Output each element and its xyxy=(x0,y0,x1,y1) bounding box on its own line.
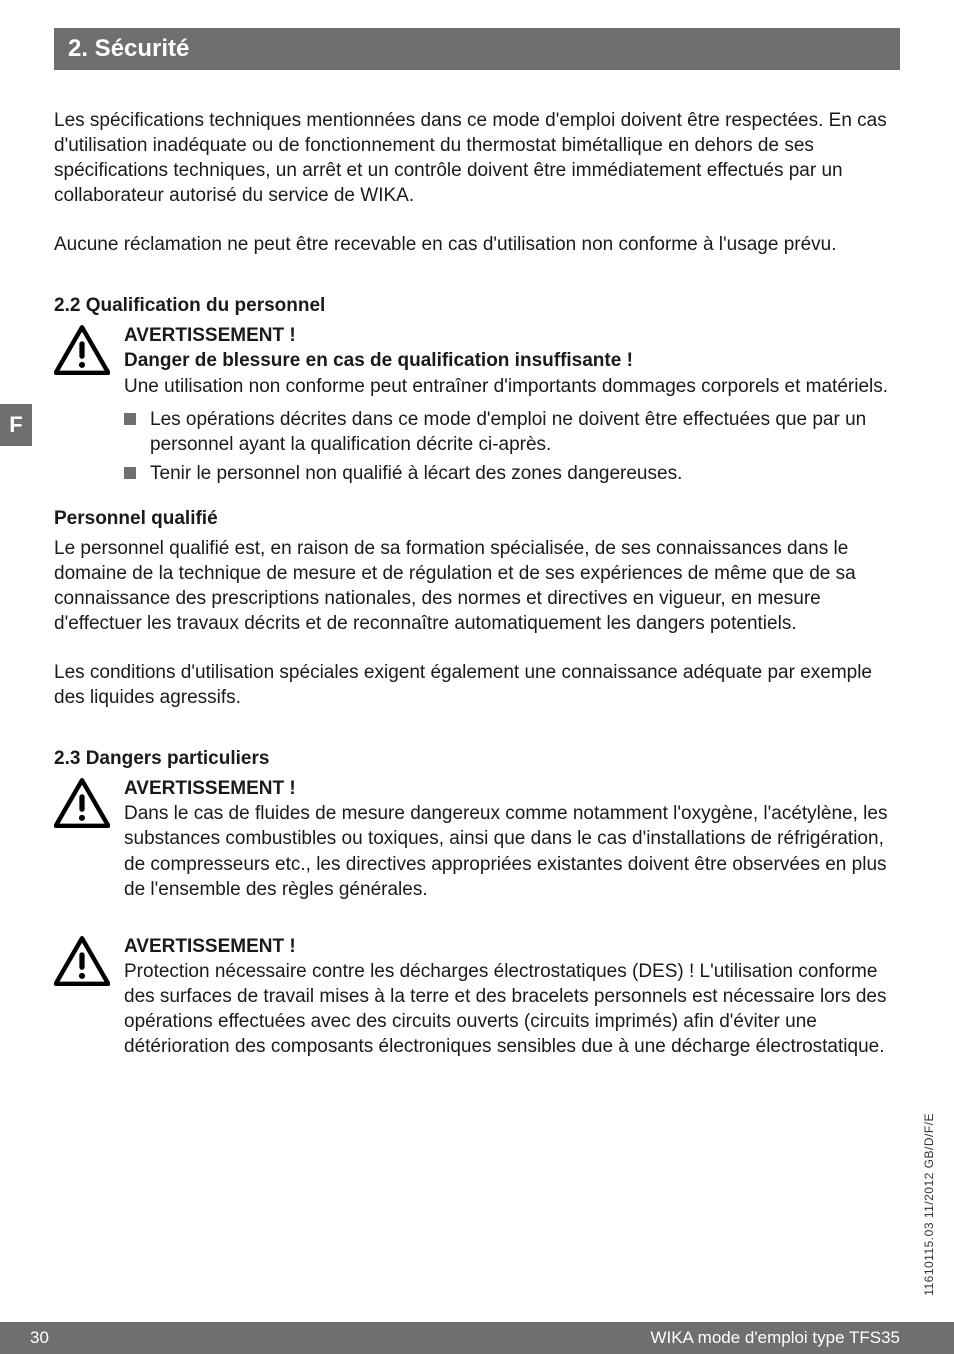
page-footer: 30 WIKA mode d'emploi type TFS35 xyxy=(0,1322,954,1354)
list-item: Tenir le personnel non qualifié à lécart… xyxy=(124,461,900,486)
section-title: 2. Sécurité xyxy=(68,35,189,62)
warning-subtitle: Danger de blessure en cas de qualificati… xyxy=(124,348,900,373)
list-item: Les opérations décrites dans ce mode d'e… xyxy=(124,407,900,457)
personnel-body-1: Le personnel qualifié est, en raison de … xyxy=(54,536,900,636)
warning-bullet-list: Les opérations décrites dans ce mode d'e… xyxy=(124,407,900,486)
page-content: 2. Sécurité Les spécifications technique… xyxy=(0,0,954,1059)
warning-icon xyxy=(54,936,110,986)
warning-title: AVERTISSEMENT ! xyxy=(124,323,900,348)
warning-title: AVERTISSEMENT ! xyxy=(124,776,900,801)
language-tab-label: F xyxy=(9,412,22,438)
warning-block-dangers-1: AVERTISSEMENT ! Dans le cas de fluides d… xyxy=(54,776,900,901)
footer-doc-ref: WIKA mode d'emploi type TFS35 xyxy=(650,1328,900,1348)
subheading-2-2: 2.2 Qualification du personnel xyxy=(54,295,900,317)
warning-text: Dans le cas de fluides de mesure dangere… xyxy=(124,801,900,901)
warning-body: AVERTISSEMENT ! Dans le cas de fluides d… xyxy=(124,776,900,901)
intro-paragraph-1: Les spécifications techniques mentionnée… xyxy=(54,108,900,208)
section-header: 2. Sécurité xyxy=(54,28,900,70)
warning-title: AVERTISSEMENT ! xyxy=(124,934,900,959)
warning-block-qualification: AVERTISSEMENT ! Danger de blessure en ca… xyxy=(54,323,900,489)
warning-icon xyxy=(54,325,110,375)
warning-text: Protection nécessaire contre les décharg… xyxy=(124,959,900,1059)
personnel-body-2: Les conditions d'utilisation spéciales e… xyxy=(54,660,900,710)
subheading-2-3: 2.3 Dangers particuliers xyxy=(54,748,900,770)
page-number: 30 xyxy=(30,1328,49,1348)
language-tab: F xyxy=(0,404,32,446)
document-code: 11610115.03 11/2012 GB/D/F/E xyxy=(922,1113,936,1296)
warning-text: Une utilisation non conforme peut entraî… xyxy=(124,374,900,399)
personnel-heading: Personnel qualifié xyxy=(54,508,900,530)
warning-body: AVERTISSEMENT ! Danger de blessure en ca… xyxy=(124,323,900,489)
warning-body: AVERTISSEMENT ! Protection nécessaire co… xyxy=(124,934,900,1059)
intro-paragraph-2: Aucune réclamation ne peut être recevabl… xyxy=(54,232,900,257)
warning-block-dangers-2: AVERTISSEMENT ! Protection nécessaire co… xyxy=(54,934,900,1059)
warning-icon xyxy=(54,778,110,828)
